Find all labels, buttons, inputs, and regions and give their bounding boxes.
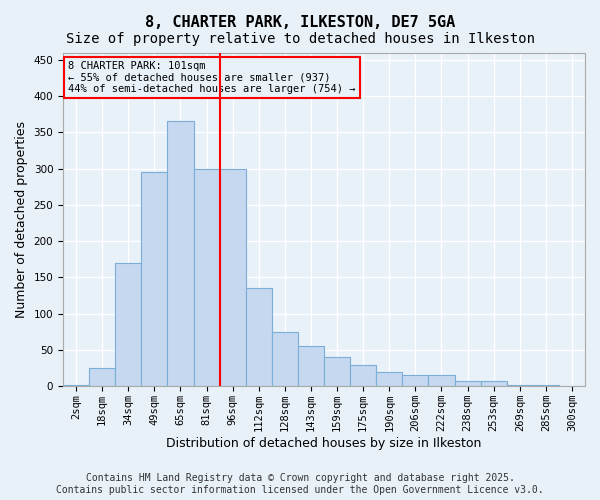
Bar [194,168,220,386]
X-axis label: Distribution of detached houses by size in Ilkeston: Distribution of detached houses by size … [166,437,482,450]
Y-axis label: Number of detached properties: Number of detached properties [15,121,28,318]
Bar [115,263,142,386]
Bar [428,376,455,386]
Bar [220,168,246,386]
Bar [167,122,194,386]
Bar [507,385,533,386]
Bar [533,385,559,386]
Bar [455,381,481,386]
Bar [63,385,89,386]
Bar [298,346,324,387]
Bar [246,288,272,386]
Bar [481,381,507,386]
Text: Size of property relative to detached houses in Ilkeston: Size of property relative to detached ho… [65,32,535,46]
Text: 8 CHARTER PARK: 101sqm
← 55% of detached houses are smaller (937)
44% of semi-de: 8 CHARTER PARK: 101sqm ← 55% of detached… [68,61,356,94]
Bar [350,364,376,386]
Bar [142,172,167,386]
Text: 8, CHARTER PARK, ILKESTON, DE7 5GA: 8, CHARTER PARK, ILKESTON, DE7 5GA [145,15,455,30]
Text: Contains HM Land Registry data © Crown copyright and database right 2025.
Contai: Contains HM Land Registry data © Crown c… [56,474,544,495]
Bar [272,332,298,386]
Bar [403,376,428,386]
Bar [376,372,403,386]
Bar [324,358,350,386]
Bar [89,368,115,386]
